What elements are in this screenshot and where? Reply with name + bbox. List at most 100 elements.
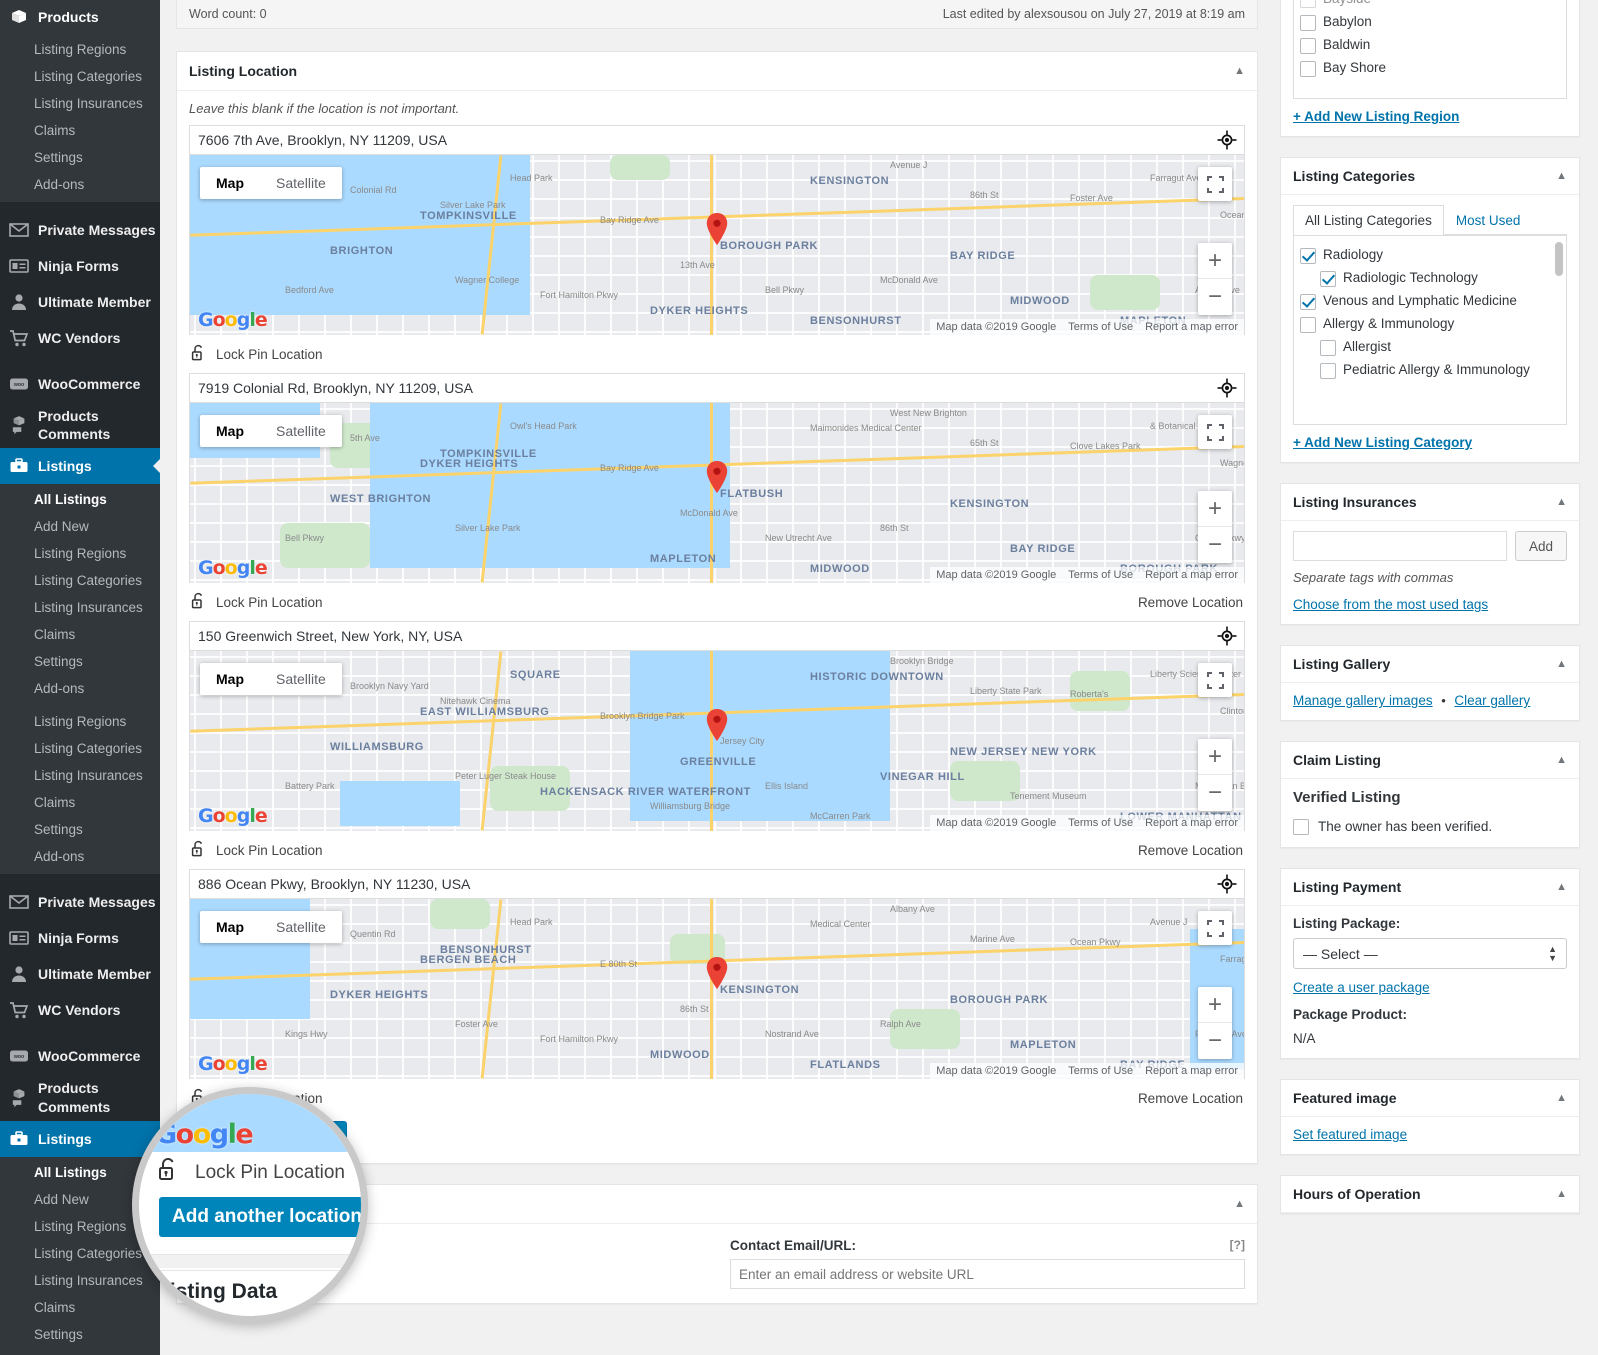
remove-location-link-4[interactable]: Remove Location	[1137, 1091, 1243, 1106]
lock-pin-control[interactable]: Lock Pin Location	[191, 840, 323, 861]
map-zoom-out-button[interactable]: −	[1207, 283, 1222, 310]
sidebar-subitem-listing-insurances[interactable]: Listing Insurances	[34, 768, 143, 784]
sidebar-item-ninja-forms[interactable]: Ninja Forms	[0, 248, 160, 284]
map-type-map[interactable]: Map	[216, 919, 244, 935]
map-type-satellite[interactable]: Satellite	[276, 423, 326, 439]
map-type-satellite[interactable]: Satellite	[276, 919, 326, 935]
listing-insurances-header[interactable]: Listing Insurances ▲	[1281, 484, 1579, 521]
map-attribution-item[interactable]: Report a map error	[1139, 567, 1244, 583]
map-attribution-item[interactable]: Terms of Use	[1062, 319, 1140, 335]
manage-gallery-images-link[interactable]: Manage gallery images	[1293, 693, 1433, 708]
location-map-2[interactable]: Owl's Head Park Maimonides Medical Center…	[189, 403, 1245, 583]
sidebar-subitem-add-ons[interactable]: Add-ons	[0, 1348, 160, 1355]
sidebar-item-ultimate-member[interactable]: Ultimate Member	[0, 284, 160, 320]
map-marker-pin[interactable]	[706, 461, 728, 493]
collapse-toggle-icon[interactable]: ▲	[1234, 1198, 1245, 1210]
collapse-toggle-icon[interactable]: ▲	[1556, 1092, 1567, 1104]
sidebar-subitem-add-ons[interactable]: Add-ons	[34, 681, 85, 697]
tab-most-used[interactable]: Most Used	[1455, 213, 1521, 228]
location-map-3[interactable]: SQUARE HISTORIC DOWNTOWN Jersey City NEW JE…	[189, 651, 1245, 831]
category-row[interactable]: Radiology	[1300, 244, 1558, 267]
location-map-1[interactable]: Head Park KENSINGTON BOROUGH PARK BAY RIDGE…	[189, 155, 1245, 335]
set-featured-image-link[interactable]: Set featured image	[1293, 1127, 1408, 1142]
map-attribution-item[interactable]: Map data ©2019 Google	[930, 1063, 1063, 1079]
sidebar-subitem-add-new[interactable]: Add New	[34, 519, 89, 535]
clear-gallery-link[interactable]: Clear gallery	[1454, 693, 1531, 708]
sidebar-item-private-messages[interactable]: Private Messages	[0, 212, 160, 248]
location-address-input-1[interactable]	[189, 125, 1245, 155]
map-attribution-item[interactable]: Terms of Use	[1062, 567, 1140, 583]
lens-lock-pin-row[interactable]: Lock Pin Location	[139, 1152, 361, 1194]
listing-categories-header[interactable]: Listing Categories ▲	[1281, 158, 1579, 195]
category-row[interactable]: Radiologic Technology	[1300, 267, 1558, 290]
sidebar-subitem-listing-categories[interactable]: Listing Categories	[34, 1245, 143, 1261]
sidebar-subitem-settings[interactable]: Settings	[34, 150, 83, 165]
sidebar-subitem-all-listings[interactable]: All Listings	[34, 1164, 107, 1180]
category-row[interactable]: Allergist	[1300, 336, 1558, 359]
map-zoom-in-button[interactable]: +	[1198, 243, 1232, 279]
tab-all-listing-categories[interactable]: All Listing Categories	[1293, 205, 1444, 235]
locate-me-icon[interactable]	[1217, 626, 1237, 646]
map-zoom-out-button[interactable]: −	[1207, 779, 1222, 806]
map-attribution-item[interactable]: Map data ©2019 Google	[930, 815, 1063, 831]
collapse-toggle-icon[interactable]: ▲	[1234, 65, 1245, 77]
sidebar-subitem-settings[interactable]: Settings	[34, 654, 83, 670]
sidebar-subitem-add-new[interactable]: Add New	[34, 1191, 89, 1207]
sidebar-subitem-listing-categories[interactable]: Listing Categories	[34, 69, 143, 84]
map-attribution-item[interactable]: Terms of Use	[1062, 1063, 1140, 1079]
sidebar-subitem-settings[interactable]: Settings	[34, 1326, 83, 1342]
listing-categories-list[interactable]: Radiology Radiologic Technology Venous and…	[1293, 235, 1567, 425]
sidebar-item-listings[interactable]: Listings	[0, 448, 160, 485]
listing-payment-header[interactable]: Listing Payment ▲	[1281, 869, 1579, 906]
category-checkbox[interactable]	[1300, 317, 1316, 333]
map-zoom-in-button[interactable]: +	[1198, 739, 1232, 775]
map-attribution-item[interactable]: Terms of Use	[1062, 815, 1140, 831]
map-fullscreen-button[interactable]	[1198, 167, 1232, 201]
add-insurance-button[interactable]: Add	[1514, 531, 1567, 561]
category-checkbox[interactable]	[1320, 340, 1336, 356]
sidebar-item-ultimate-member[interactable]: Ultimate Member	[0, 956, 160, 992]
listing-regions-list[interactable]: Bayside Babylon Baldwin Bay Shore	[1293, 0, 1567, 99]
sidebar-subitem-hidden[interactable]: Listing Regions	[34, 42, 127, 57]
remove-location-link-3[interactable]: Remove Location	[1137, 843, 1243, 858]
map-zoom-in-button[interactable]: +	[1198, 987, 1232, 1023]
location-address-input-2[interactable]	[189, 373, 1245, 403]
choose-most-used-tags-link[interactable]: Choose from the most used tags	[1293, 597, 1489, 612]
lock-pin-control[interactable]: Lock Pin Location	[191, 344, 323, 365]
location-address-input-4[interactable]	[189, 869, 1245, 899]
map-fullscreen-button[interactable]	[1198, 663, 1232, 697]
sidebar-subitem-all-listings[interactable]: All Listings	[34, 492, 107, 508]
contact-email-input[interactable]	[730, 1259, 1245, 1289]
map-marker-pin[interactable]	[706, 213, 728, 245]
map-zoom-in-button[interactable]: +	[1198, 491, 1232, 527]
category-row[interactable]: Allergy & Immunology	[1300, 313, 1558, 336]
sidebar-item-products[interactable]: Products Comments	[0, 402, 160, 448]
sidebar-subitem-add-ons[interactable]: Add-ons	[34, 849, 85, 865]
location-map-4[interactable]: Head Park Medical Center KENSINGTON BOROUGH…	[189, 899, 1245, 1079]
sidebar-subitem-claims[interactable]: Claims	[34, 795, 76, 811]
listing-location-header[interactable]: Listing Location ▲	[177, 52, 1257, 91]
region-checkbox[interactable]	[1300, 0, 1316, 8]
map-attribution-item[interactable]: Report a map error	[1139, 815, 1244, 831]
collapse-toggle-icon[interactable]: ▲	[1556, 496, 1567, 508]
region-row[interactable]: Bayside	[1300, 0, 1558, 11]
map-type-map[interactable]: Map	[216, 671, 244, 687]
sidebar-subitem-claims[interactable]: Claims	[34, 1299, 76, 1315]
sidebar-subitem-settings[interactable]: Settings	[34, 822, 83, 838]
category-checkbox[interactable]	[1320, 271, 1336, 287]
claim-listing-header[interactable]: Claim Listing ▲	[1281, 742, 1579, 779]
region-row[interactable]: Babylon	[1300, 11, 1558, 34]
sidebar-item-wc-vendors[interactable]: WC Vendors	[0, 320, 160, 356]
map-attribution-item[interactable]: Map data ©2019 Google	[930, 319, 1063, 335]
map-type-satellite[interactable]: Satellite	[276, 671, 326, 687]
sidebar-item-private-messages[interactable]: Private Messages	[0, 884, 160, 920]
map-fullscreen-button[interactable]	[1198, 415, 1232, 449]
sidebar-subitem-listing-insurances[interactable]: Listing Insurances	[34, 600, 143, 616]
map-marker-pin[interactable]	[706, 709, 728, 741]
featured-image-header[interactable]: Featured image ▲	[1281, 1080, 1579, 1117]
region-checkbox[interactable]	[1300, 61, 1316, 77]
map-attribution-item[interactable]: Report a map error	[1139, 1063, 1244, 1079]
sidebar-item-ninja-forms[interactable]: Ninja Forms	[0, 920, 160, 956]
collapse-toggle-icon[interactable]: ▲	[1556, 658, 1567, 670]
sidebar-subitem-listing-categories[interactable]: Listing Categories	[34, 573, 143, 589]
